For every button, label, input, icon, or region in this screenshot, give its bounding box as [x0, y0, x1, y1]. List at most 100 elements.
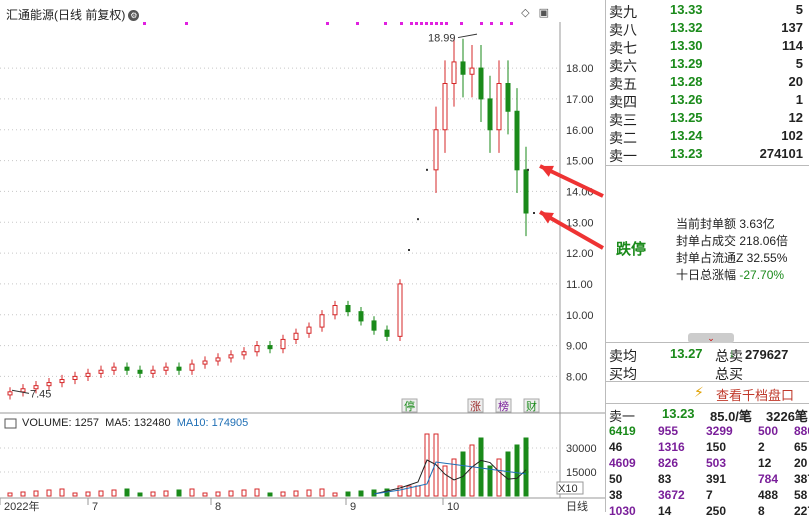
candle-body: [319, 314, 325, 328]
settings-icon[interactable]: ⚙: [128, 10, 140, 22]
stat-row: 当前封单额 3.63亿: [676, 217, 775, 231]
lightning-icon: ⚡: [694, 384, 704, 400]
price-tick-label: 10.00: [566, 310, 594, 322]
marker-label: 财: [526, 399, 537, 413]
volume-bar: [7, 492, 13, 497]
candle-body: [241, 351, 247, 356]
annotation-arrowhead: [540, 165, 554, 177]
candle-body: [137, 369, 143, 374]
diamond-icon[interactable]: ◇: [521, 7, 530, 19]
volume-legend: VOLUME: 1257 MA5: 132480 MA10: 174905: [22, 417, 249, 429]
event-dot: [185, 22, 188, 25]
ask-row[interactable]: 卖六 13.29 5: [606, 56, 809, 74]
volume-bar: [496, 458, 502, 497]
ask-price: 13.26: [670, 92, 703, 107]
kline-chart-panel[interactable]: 汇通能源(日线 前复权) ⚙ ◇ ▣ 8.00 9.00 10.00 11.00 12.0…: [0, 0, 606, 512]
ask-price: 13.24: [670, 128, 703, 143]
queue-row: 4609 826 503 12 20: [609, 456, 808, 470]
marker-box: [523, 398, 540, 413]
ask-volume: 114: [782, 38, 803, 53]
volume-bar: [150, 491, 156, 497]
low-label: 7.45: [30, 388, 51, 400]
candle-body: [46, 382, 52, 387]
candle-body: [451, 61, 457, 85]
volume-bar: [137, 492, 143, 497]
ask-volume: 12: [788, 110, 803, 125]
volume-bar: [124, 488, 130, 497]
candle-body: [397, 283, 403, 337]
ask-row[interactable]: 卖五 13.28 20: [606, 74, 809, 92]
volume-bar: [98, 490, 104, 497]
ask-price: 13.29: [670, 56, 703, 71]
ask-row[interactable]: 卖九 13.33 5: [606, 2, 809, 20]
event-dot: [435, 22, 438, 25]
stat-row: 封单占成交 218.06倍: [676, 234, 789, 248]
candle-body: [98, 369, 104, 374]
candle-body: [20, 388, 26, 393]
candle-body: [254, 345, 260, 353]
volume-bar: [514, 444, 520, 497]
avg-sell-value: 13.27: [670, 346, 703, 361]
price-tick-label: 16.00: [566, 125, 594, 137]
ask-volume: 274101: [759, 146, 803, 161]
volume-bar: [523, 437, 529, 497]
limit-up-dot: [426, 168, 428, 171]
candle-body: [59, 379, 65, 384]
candle-body: [215, 357, 221, 362]
event-dot: [384, 22, 387, 25]
volume-bar: [267, 492, 273, 497]
candle-body: [358, 311, 364, 322]
queue-row: 1030142508227: [609, 504, 809, 518]
ask-volume: 1: [795, 92, 803, 107]
vol-unit: X10: [558, 483, 578, 495]
candle-body: [7, 391, 13, 396]
ask-row[interactable]: 卖八 13.32 137: [606, 20, 809, 38]
ask-price: 13.25: [670, 110, 703, 125]
price-tick-label: 8.00: [566, 371, 587, 383]
volume-bar: [397, 485, 403, 497]
event-dot: [356, 22, 359, 25]
candle-body: [85, 372, 91, 377]
event-dot: [415, 22, 418, 25]
volume-bar: [72, 492, 78, 497]
price-tick-label: 18.00: [566, 63, 594, 75]
ask-label: 卖四: [609, 94, 637, 110]
ask-row[interactable]: 卖二 13.24 102: [606, 128, 809, 146]
ma10-line: [373, 461, 527, 495]
view-depth-link[interactable]: 查看千档盘口: [716, 388, 795, 403]
ask-price: 13.30: [670, 38, 703, 53]
queue-row: 641995532995008800: [609, 424, 809, 438]
volume-bar: [215, 491, 221, 497]
marker-label: 停: [404, 399, 415, 413]
ask-row[interactable]: 卖七 13.30 114: [606, 38, 809, 56]
marker-label: 涨: [470, 400, 481, 413]
ask-row[interactable]: 卖三 13.25 12: [606, 110, 809, 128]
ask-label: 卖八: [609, 22, 637, 38]
total-sell-label: 总卖: [715, 348, 743, 364]
volume-bar: [345, 491, 351, 497]
ask-row[interactable]: 卖一 13.23 274101: [606, 146, 809, 164]
queue-row: 46 1316 150 2 65: [609, 440, 808, 454]
price-tick-label: 12.00: [566, 248, 594, 260]
window-icon[interactable]: ▣: [538, 7, 549, 19]
event-dot: [410, 22, 413, 25]
avg-sell-label: 卖均: [609, 348, 637, 364]
volume-bar: [319, 488, 325, 497]
volume-bar: [487, 465, 493, 497]
volume-bar: [371, 489, 377, 497]
event-dot: [143, 22, 146, 25]
event-dot: [440, 22, 443, 25]
ask-label: 卖二: [609, 130, 637, 146]
x-label: 10: [447, 501, 459, 512]
ask-price: 13.33: [670, 2, 703, 17]
chart-title: 汇通能源(日线 前复权) ⚙: [6, 8, 140, 22]
ask-volume: 5: [795, 56, 803, 71]
marker-box: [495, 398, 512, 413]
candle-body: [33, 385, 39, 390]
stat-row: 十日总涨幅 -27.70%: [676, 268, 785, 282]
ask-row[interactable]: 卖四 13.26 1: [606, 92, 809, 110]
volume-bar: [280, 491, 286, 497]
vol-tick-label: 30000: [566, 443, 597, 455]
ask-price: 13.32: [670, 20, 703, 35]
collapse-toggle[interactable]: ⌄: [688, 333, 734, 343]
